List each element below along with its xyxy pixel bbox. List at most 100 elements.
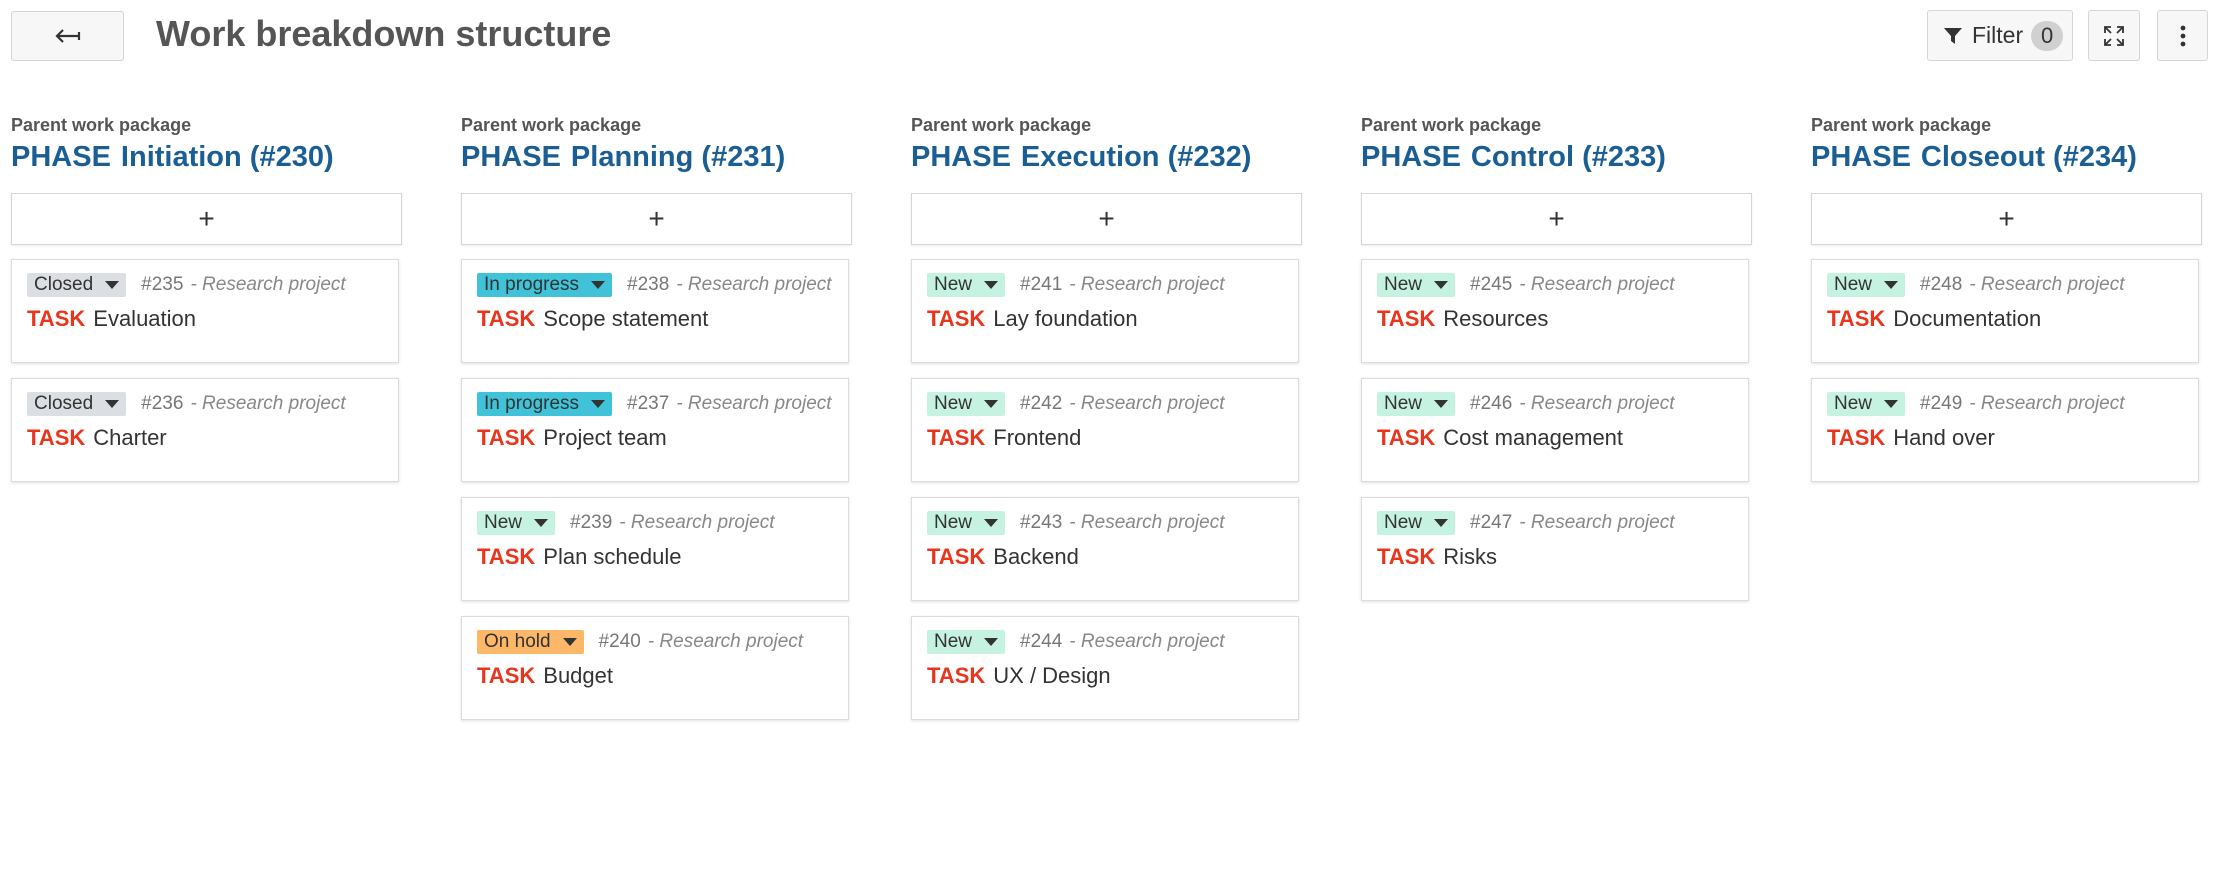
- column-parent-label: Parent work package: [461, 115, 642, 135]
- subject-text: Cost management: [1443, 425, 1624, 450]
- work-package-card[interactable]: On hold #240 - Research project TASK Budg…: [461, 616, 849, 720]
- filter-button[interactable]: Filter 0: [1927, 10, 2073, 61]
- status-dropdown[interactable]: New: [927, 630, 1006, 654]
- fullscreen-button[interactable]: [2088, 10, 2140, 61]
- column: Parent work package PHASE Initiation (#23…: [11, 113, 402, 497]
- column-title-link[interactable]: PHASE Planning (#231): [461, 138, 852, 176]
- card-header: New #248 - Research project: [1827, 272, 2183, 298]
- column-parent-label: Parent work package: [911, 115, 1092, 135]
- card-list: New #241 - Research project TASK Lay foun…: [911, 259, 1302, 720]
- status-dropdown[interactable]: Closed: [27, 273, 127, 297]
- plus-icon: +: [648, 203, 665, 234]
- card-subject: TASK Resources: [1377, 306, 1733, 332]
- status-dropdown[interactable]: In progress: [477, 392, 613, 416]
- column-parent-label: Parent work package: [1811, 115, 1992, 135]
- work-package-card[interactable]: New #246 - Research project TASK Cost man…: [1361, 378, 1749, 482]
- subject-text: UX / Design: [993, 663, 1111, 688]
- status-dropdown[interactable]: New: [927, 392, 1006, 416]
- subject-text: Scope statement: [543, 306, 709, 331]
- caret-down-icon: [1884, 281, 1899, 289]
- caret-down-icon: [105, 281, 120, 289]
- work-package-card[interactable]: New #239 - Research project TASK Plan sch…: [461, 497, 849, 601]
- column: Parent work package PHASE Execution (#232…: [911, 113, 1302, 735]
- status-dropdown[interactable]: New: [1377, 392, 1456, 416]
- work-package-id: #239: [570, 512, 613, 533]
- column-title-link[interactable]: PHASE Execution (#232): [911, 138, 1302, 176]
- card-subject: TASK Plan schedule: [477, 544, 833, 570]
- add-card-button[interactable]: +: [11, 193, 402, 245]
- work-package-type: TASK: [27, 306, 86, 331]
- column-parent-label: Parent work package: [1361, 115, 1542, 135]
- column-title-link[interactable]: PHASE Control (#233): [1361, 138, 1752, 176]
- card-header: New #239 - Research project: [477, 510, 833, 536]
- work-package-card[interactable]: New #241 - Research project TASK Lay foun…: [911, 259, 1299, 363]
- work-package-type: TASK: [1827, 306, 1886, 331]
- project-name: - Research project: [619, 512, 775, 533]
- project-name: - Research project: [1519, 393, 1675, 414]
- subject-text: Hand over: [1893, 425, 1995, 450]
- work-package-type: TASK: [1377, 425, 1436, 450]
- status-dropdown[interactable]: On hold: [477, 630, 584, 654]
- subject-text: Resources: [1443, 306, 1549, 331]
- work-package-card[interactable]: New #248 - Research project TASK Document…: [1811, 259, 2199, 363]
- status-dropdown[interactable]: New: [1377, 273, 1456, 297]
- status-dropdown[interactable]: New: [1377, 511, 1456, 535]
- subject-text: Documentation: [1893, 306, 2042, 331]
- add-card-button[interactable]: +: [911, 193, 1302, 245]
- card-header: New #242 - Research project: [927, 391, 1283, 417]
- add-card-button[interactable]: +: [1811, 193, 2202, 245]
- plus-icon: +: [1548, 203, 1565, 234]
- project-name: - Research project: [1069, 274, 1225, 295]
- work-package-type: TASK: [927, 306, 986, 331]
- add-card-button[interactable]: +: [1361, 193, 1752, 245]
- work-package-card[interactable]: New #242 - Research project TASK Frontend: [911, 378, 1299, 482]
- column-title: Execution (#232): [1020, 141, 1252, 173]
- work-package-card[interactable]: In progress #238 - Research project TASK…: [461, 259, 849, 363]
- work-package-card[interactable]: Closed #236 - Research project TASK Chart…: [11, 378, 399, 482]
- more-options-button[interactable]: [2157, 10, 2208, 61]
- add-card-button[interactable]: +: [461, 193, 852, 245]
- card-subject: TASK Charter: [27, 425, 383, 451]
- card-subject: TASK Risks: [1377, 544, 1733, 570]
- project-name: - Research project: [1069, 631, 1225, 652]
- card-header: In progress #237 - Research project: [477, 391, 833, 417]
- subject-text: Evaluation: [93, 306, 197, 331]
- work-package-card[interactable]: New #249 - Research project TASK Hand ove…: [1811, 378, 2199, 482]
- status-dropdown[interactable]: New: [1827, 392, 1906, 416]
- work-package-type: TASK: [27, 425, 86, 450]
- work-package-type: TASK: [1377, 544, 1436, 569]
- work-package-card[interactable]: New #247 - Research project TASK Risks: [1361, 497, 1749, 601]
- column-title-link[interactable]: PHASE Closeout (#234): [1811, 138, 2202, 176]
- work-package-type: TASK: [1827, 425, 1886, 450]
- work-package-card[interactable]: New #244 - Research project TASK UX / Des…: [911, 616, 1299, 720]
- work-package-id: #245: [1470, 274, 1513, 295]
- vertical-dots-icon: [2180, 25, 2185, 46]
- back-button[interactable]: [11, 11, 124, 61]
- status-label: In progress: [484, 274, 580, 295]
- status-dropdown[interactable]: Closed: [27, 392, 127, 416]
- plus-icon: +: [1098, 203, 1115, 234]
- subject-text: Charter: [93, 425, 167, 450]
- expand-icon: [2104, 25, 2124, 46]
- status-dropdown[interactable]: New: [927, 273, 1006, 297]
- status-dropdown[interactable]: New: [1827, 273, 1906, 297]
- work-package-card[interactable]: New #243 - Research project TASK Backend: [911, 497, 1299, 601]
- status-dropdown[interactable]: New: [927, 511, 1006, 535]
- status-dropdown[interactable]: New: [477, 511, 556, 535]
- work-package-card[interactable]: Closed #235 - Research project TASK Evalu…: [11, 259, 399, 363]
- work-package-card[interactable]: In progress #237 - Research project TASK…: [461, 378, 849, 482]
- work-package-id: #235: [141, 274, 184, 295]
- card-subject: TASK Backend: [927, 544, 1283, 570]
- work-package-card[interactable]: New #245 - Research project TASK Resource…: [1361, 259, 1749, 363]
- column-title-link[interactable]: PHASE Initiation (#230): [11, 138, 402, 176]
- card-header: New #245 - Research project: [1377, 272, 1733, 298]
- work-package-type: TASK: [477, 663, 536, 688]
- project-name: - Research project: [1069, 393, 1225, 414]
- column-type: PHASE: [1811, 141, 1911, 173]
- subject-text: Frontend: [993, 425, 1082, 450]
- caret-down-icon: [1434, 519, 1449, 527]
- work-package-type: TASK: [477, 425, 536, 450]
- work-package-id: #237: [627, 393, 670, 414]
- status-dropdown[interactable]: In progress: [477, 273, 613, 297]
- card-header: New #241 - Research project: [927, 272, 1283, 298]
